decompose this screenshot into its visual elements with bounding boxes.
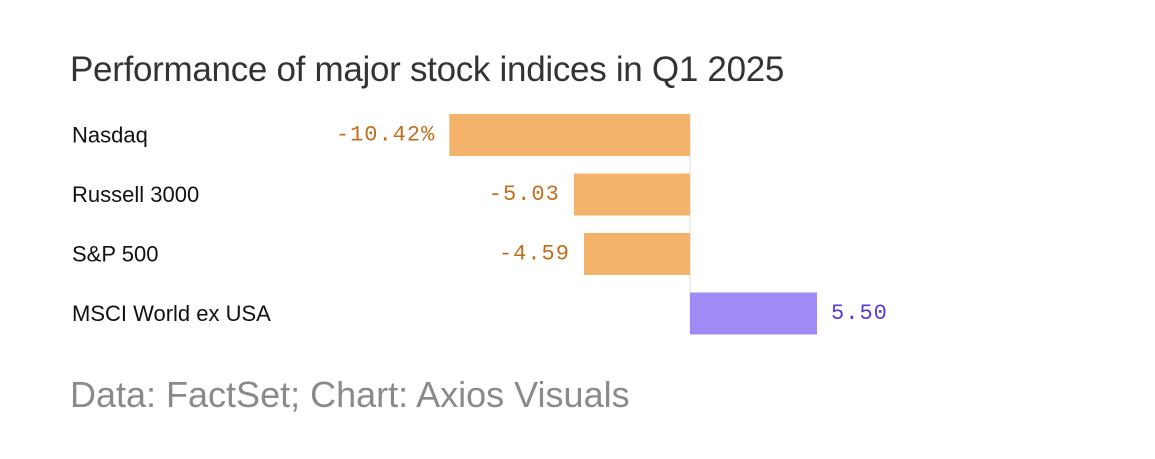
bar bbox=[573, 173, 690, 216]
category-label: S&P 500 bbox=[72, 242, 158, 267]
data-label: -10.42% bbox=[336, 123, 435, 148]
bar bbox=[583, 233, 690, 275]
bar bbox=[690, 292, 818, 335]
data-label: 5.50 bbox=[831, 301, 888, 326]
data-label: -5.03 bbox=[489, 182, 560, 207]
chart-title: Performance of major stock indices in Q1… bbox=[70, 50, 785, 89]
chart-source: Data: FactSet; Chart: Axios Visuals bbox=[70, 374, 630, 415]
category-label: MSCI World ex USA bbox=[72, 301, 271, 326]
category-label: Russell 3000 bbox=[72, 182, 199, 207]
category-label: Nasdaq bbox=[72, 123, 148, 148]
bar bbox=[449, 114, 690, 156]
data-label: -4.59 bbox=[499, 242, 570, 267]
